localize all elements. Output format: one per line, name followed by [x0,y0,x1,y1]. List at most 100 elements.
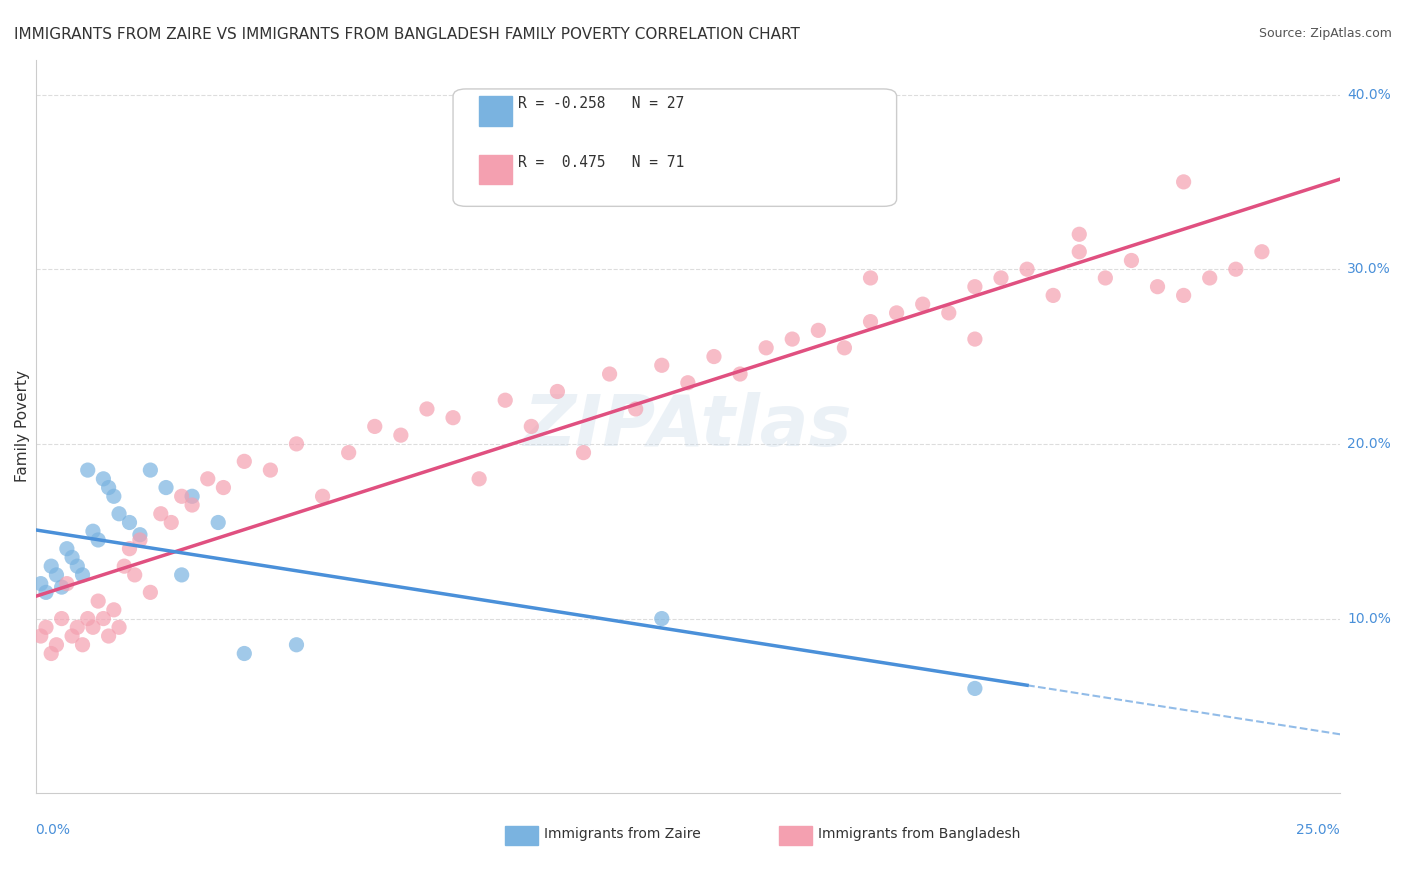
Immigrants from Bangladesh [51,611,73,625]
Immigrants from Zaire [82,524,104,539]
Immigrants from Zaire [39,559,62,574]
Immigrants from Bangladesh [728,367,751,381]
Immigrants from Bangladesh [494,393,516,408]
Immigrants from Bangladesh [651,359,673,373]
Immigrants from Zaire [103,489,125,503]
Immigrants from Bangladesh [337,445,360,459]
Immigrants from Zaire [233,647,256,661]
Immigrants from Bangladesh [963,332,986,346]
Text: Source: ZipAtlas.com: Source: ZipAtlas.com [1258,27,1392,40]
Immigrants from Bangladesh [1225,262,1247,277]
Text: 25.0%: 25.0% [1296,822,1340,837]
Immigrants from Bangladesh [1069,244,1091,259]
Y-axis label: Family Poverty: Family Poverty [15,370,30,483]
Immigrants from Bangladesh [129,533,152,547]
Immigrants from Bangladesh [572,445,595,459]
Immigrants from Zaire [963,681,986,696]
Immigrants from Bangladesh [416,401,439,416]
Text: IMMIGRANTS FROM ZAIRE VS IMMIGRANTS FROM BANGLADESH FAMILY POVERTY CORRELATION C: IMMIGRANTS FROM ZAIRE VS IMMIGRANTS FROM… [14,27,800,42]
Immigrants from Zaire [118,516,141,530]
Immigrants from Bangladesh [112,559,135,574]
Immigrants from Zaire [35,585,58,599]
Immigrants from Bangladesh [72,638,94,652]
Immigrants from Bangladesh [938,306,960,320]
Immigrants from Bangladesh [886,306,908,320]
Immigrants from Zaire [139,463,162,477]
Immigrants from Bangladesh [124,568,146,582]
Immigrants from Bangladesh [233,454,256,468]
Immigrants from Zaire [76,463,98,477]
Immigrants from Bangladesh [311,489,333,503]
Immigrants from Zaire [97,481,120,495]
Immigrants from Bangladesh [76,611,98,625]
Immigrants from Bangladesh [56,576,79,591]
Immigrants from Zaire [87,533,110,547]
Immigrants from Bangladesh [703,350,725,364]
Immigrants from Zaire [60,550,83,565]
Immigrants from Bangladesh [1173,175,1195,189]
Immigrants from Bangladesh [82,620,104,634]
Immigrants from Bangladesh [118,541,141,556]
Immigrants from Bangladesh [676,376,699,390]
Text: R =  0.475   N = 71: R = 0.475 N = 71 [519,155,685,169]
Immigrants from Bangladesh [1042,288,1064,302]
Immigrants from Bangladesh [1251,244,1274,259]
Immigrants from Zaire [56,541,79,556]
Text: 30.0%: 30.0% [1347,262,1391,277]
Immigrants from Zaire [170,568,193,582]
Text: Immigrants from Bangladesh: Immigrants from Bangladesh [818,827,1021,841]
Immigrants from Bangladesh [1198,271,1220,285]
Text: Immigrants from Zaire: Immigrants from Zaire [544,827,702,841]
Immigrants from Bangladesh [624,401,647,416]
Immigrants from Bangladesh [364,419,387,434]
Immigrants from Zaire [651,611,673,625]
Immigrants from Bangladesh [66,620,89,634]
Immigrants from Bangladesh [285,437,308,451]
Immigrants from Bangladesh [807,323,830,337]
Immigrants from Bangladesh [60,629,83,643]
FancyBboxPatch shape [453,89,897,206]
Immigrants from Bangladesh [599,367,621,381]
Immigrants from Zaire [285,638,308,652]
Immigrants from Zaire [93,472,115,486]
Immigrants from Bangladesh [1069,227,1091,242]
Immigrants from Bangladesh [160,516,183,530]
Immigrants from Zaire [66,559,89,574]
Immigrants from Bangladesh [859,315,882,329]
Bar [779,826,811,845]
Immigrants from Bangladesh [97,629,120,643]
Immigrants from Bangladesh [911,297,934,311]
Immigrants from Bangladesh [30,629,52,643]
Text: 40.0%: 40.0% [1347,87,1391,102]
Bar [479,155,512,185]
Immigrants from Bangladesh [546,384,568,399]
Immigrants from Bangladesh [139,585,162,599]
Immigrants from Bangladesh [45,638,67,652]
Immigrants from Bangladesh [859,271,882,285]
Immigrants from Bangladesh [197,472,219,486]
Immigrants from Bangladesh [181,498,204,512]
Immigrants from Bangladesh [1015,262,1038,277]
Immigrants from Zaire [129,527,152,541]
Immigrants from Bangladesh [990,271,1012,285]
Immigrants from Zaire [30,576,52,591]
Immigrants from Bangladesh [1173,288,1195,302]
Immigrants from Bangladesh [1121,253,1143,268]
Immigrants from Bangladesh [93,611,115,625]
Immigrants from Bangladesh [1146,279,1168,293]
Text: 0.0%: 0.0% [35,822,70,837]
Text: ZIPAtlas: ZIPAtlas [523,392,852,461]
Immigrants from Zaire [108,507,131,521]
Immigrants from Bangladesh [963,279,986,293]
Immigrants from Bangladesh [780,332,803,346]
Immigrants from Zaire [155,481,177,495]
Immigrants from Zaire [51,580,73,594]
Immigrants from Bangladesh [103,603,125,617]
Immigrants from Bangladesh [520,419,543,434]
Immigrants from Bangladesh [212,481,235,495]
Text: R = -0.258   N = 27: R = -0.258 N = 27 [519,96,685,112]
Immigrants from Bangladesh [389,428,412,442]
Immigrants from Bangladesh [108,620,131,634]
Immigrants from Bangladesh [259,463,281,477]
Immigrants from Bangladesh [35,620,58,634]
